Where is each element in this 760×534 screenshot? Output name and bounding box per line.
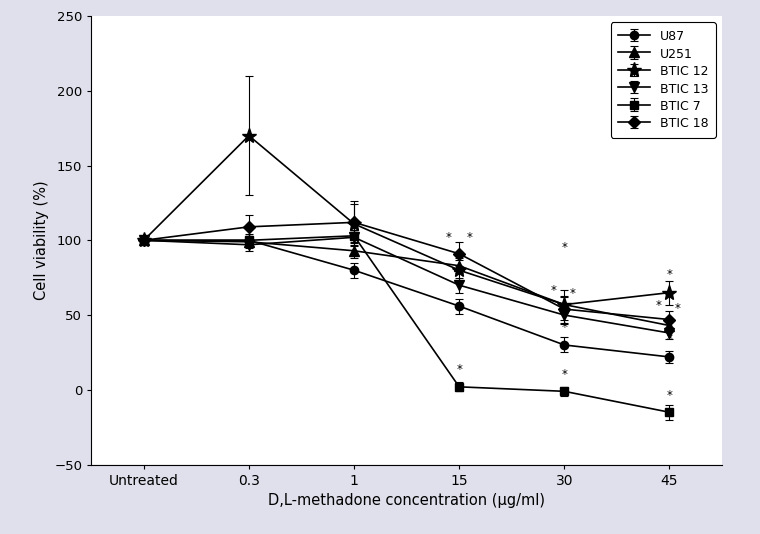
Text: *: * bbox=[667, 268, 673, 281]
Text: *: * bbox=[562, 241, 567, 254]
Text: *: * bbox=[445, 231, 451, 244]
Text: *: * bbox=[667, 333, 673, 347]
Text: *: * bbox=[562, 368, 567, 381]
Text: *: * bbox=[570, 287, 575, 300]
Text: *: * bbox=[467, 231, 473, 244]
Text: *: * bbox=[675, 302, 681, 315]
Y-axis label: Cell viability (%): Cell viability (%) bbox=[33, 180, 49, 300]
X-axis label: D,L-methadone concentration (μg/ml): D,L-methadone concentration (μg/ml) bbox=[268, 493, 545, 508]
Text: *: * bbox=[667, 389, 673, 402]
Text: *: * bbox=[562, 321, 567, 334]
Legend: U87, U251, BTIC 12, BTIC 13, BTIC 7, BTIC 18: U87, U251, BTIC 12, BTIC 13, BTIC 7, BTI… bbox=[611, 22, 716, 138]
Text: *: * bbox=[456, 263, 462, 276]
Text: *: * bbox=[551, 284, 557, 297]
Text: *: * bbox=[456, 363, 462, 376]
Text: *: * bbox=[656, 299, 662, 312]
